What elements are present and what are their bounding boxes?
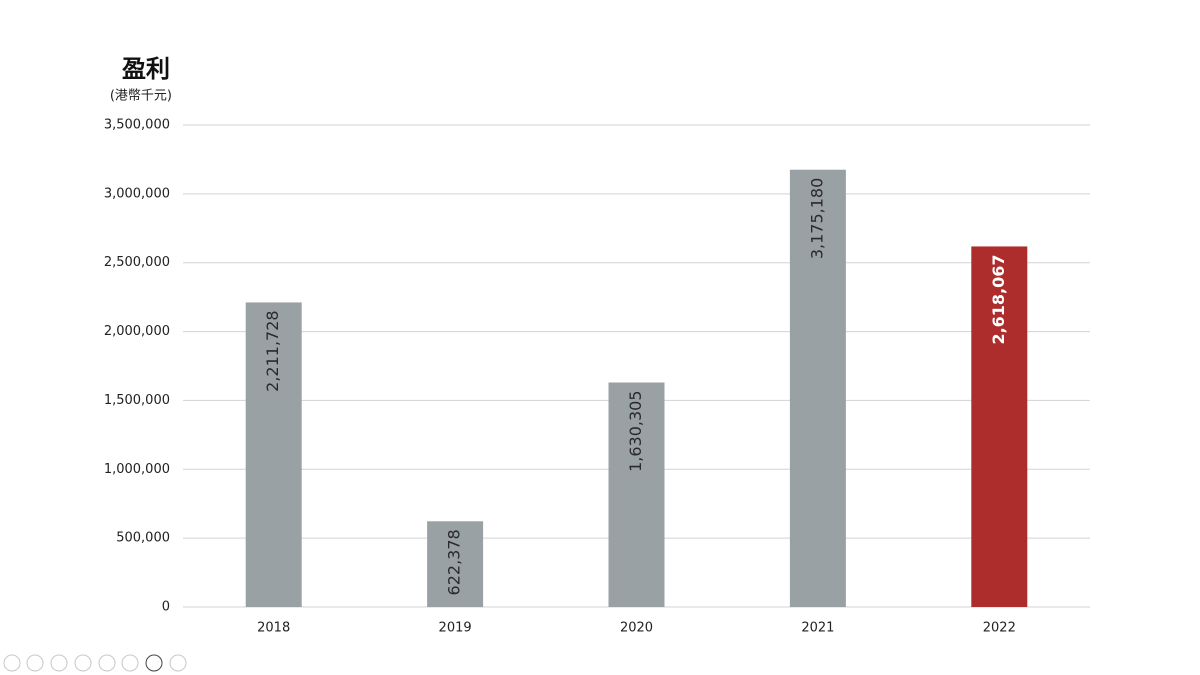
x-tick-label: 2020	[620, 621, 653, 636]
value-label: 3,175,180	[807, 178, 826, 259]
y-tick-label: 1,000,000	[104, 462, 170, 477]
x-tick-label: 2018	[257, 621, 290, 636]
chart-subtitle: (港幣千元)	[110, 89, 172, 104]
y-tick-label: 3,000,000	[104, 186, 170, 201]
chart-title: 盈利	[121, 55, 170, 83]
bar	[427, 521, 484, 607]
x-tick-label: 2021	[801, 621, 834, 636]
zoom-button[interactable]	[98, 654, 116, 672]
pen-button[interactable]	[50, 654, 68, 672]
slides-button[interactable]	[74, 654, 92, 672]
bar	[245, 302, 302, 607]
x-tick-label: 2022	[983, 621, 1016, 636]
y-tick-label: 1,500,000	[104, 393, 170, 408]
camera-button[interactable]	[145, 654, 163, 672]
prev-button[interactable]	[3, 654, 21, 672]
bar	[608, 382, 665, 607]
x-tick-label: 2019	[439, 621, 472, 636]
bar	[789, 169, 846, 607]
value-label: 2,211,728	[263, 310, 282, 391]
y-tick-label: 2,500,000	[104, 255, 170, 270]
more-button[interactable]	[169, 654, 187, 672]
y-tick-label: 3,500,000	[104, 118, 170, 133]
value-label: 1,630,305	[626, 390, 645, 471]
value-label: 622,378	[445, 529, 464, 595]
subtitle-button[interactable]	[121, 654, 139, 672]
slideshow-toolbar	[3, 654, 187, 672]
y-tick-label: 0	[162, 600, 170, 615]
y-tick-label: 500,000	[116, 531, 170, 546]
y-tick-label: 2,000,000	[104, 324, 170, 339]
next-button[interactable]	[26, 654, 44, 672]
value-label: 2,618,067	[989, 254, 1008, 344]
bar	[971, 246, 1028, 607]
